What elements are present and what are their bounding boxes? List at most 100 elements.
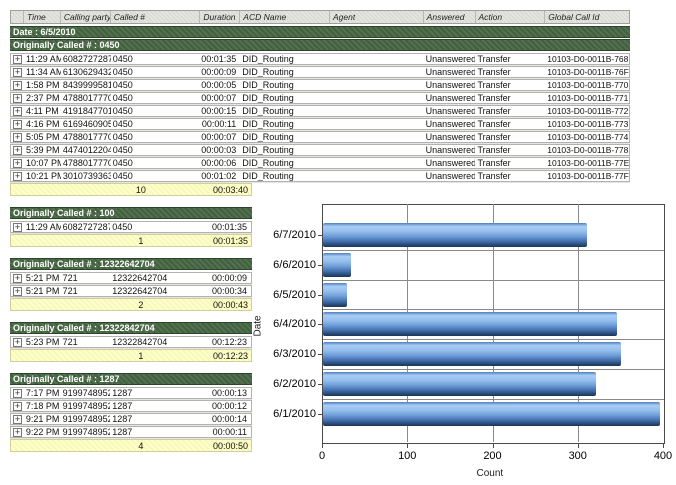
cell-calling-party: 3010739363 [62,171,111,181]
cell-called: 0450 [112,67,133,77]
cell-calling-party: 4474012204 [62,145,111,155]
cell-time: 11:29 AM [25,54,61,64]
cell-called: 12322642704 [112,273,168,283]
cell-global-call-id: 10103-D0-0011B-76F [547,67,629,77]
expand-icon[interactable]: + [13,273,22,283]
expand-icon[interactable]: + [13,145,22,155]
cell-calling-party: 9199748952 [62,414,111,424]
cell-time: 5:21 PM [25,286,60,296]
cell-duration: 00:00:12 [211,401,248,411]
cell-global-call-id: 10103-D0-0011B-773 [547,119,629,129]
cell-answered: Unanswered [425,132,476,142]
expand-cell: + [11,427,24,437]
cell-calling-party: 9199748952 [62,388,111,398]
group-summary-row: 1 00:01:35 [10,234,252,247]
cell-called: 1287 [112,414,133,424]
column-header-agent[interactable]: Agent [330,11,424,23]
group-header: Originally Called # : 1287 [10,373,252,385]
expand-cell: + [11,119,24,129]
expand-cell: + [11,401,24,411]
expand-cell: + [11,80,24,90]
cell-time: 7:18 PM [25,401,60,411]
cell-called: 0450 [112,132,133,142]
cell-called: 1287 [112,401,133,411]
cell-calling-party: 4788017770 [62,158,111,168]
expand-cell: + [11,158,24,168]
column-header-time[interactable]: Time [24,11,61,23]
table-row: +5:21 PM 721 12322642704 00:00:09 [10,272,252,284]
expand-cell: + [11,132,24,142]
table-row: +11:29 AM 6082727287 0450 00:01:35 [10,221,252,233]
cell-duration: 00:00:06 [201,158,237,168]
column-header-duration[interactable]: Duration [200,11,241,23]
table-row: +5:21 PM 721 12322642704 00:00:34 [10,285,252,297]
summary-count: 2 [138,300,144,310]
expand-icon[interactable]: + [13,158,22,168]
column-header-answered[interactable]: Answered [424,11,476,23]
expand-icon[interactable]: + [13,414,22,424]
column-header-global-call-id[interactable]: Global Call Id [548,12,600,22]
expand-icon[interactable]: + [13,54,22,64]
expand-icon[interactable]: + [13,80,22,90]
expand-icon[interactable]: + [13,171,22,181]
cell-acd-name: DID_Routing [242,67,294,77]
column-header-expand[interactable] [11,11,24,23]
cell-calling-party: 4788017770 [62,132,111,142]
column-header-calling-party[interactable]: Calling party # [61,11,111,23]
table-row: +2:37 PM 4788017770 0450 00:00:07 DID_Routin… [10,92,630,104]
expand-icon[interactable]: + [13,106,22,116]
summary-spacer [11,235,110,246]
cell-time: 1:58 PM [25,80,60,90]
cell-duration: 00:00:34 [211,286,248,296]
cell-duration: 00:01:35 [201,54,237,64]
summary-spacer [11,350,110,361]
expand-cell: + [11,286,24,296]
report-group: Originally Called # : 1287 +7:17 PM 919974… [10,373,630,452]
expand-icon[interactable]: + [13,337,22,347]
cell-duration: 00:00:15 [201,106,237,116]
expand-icon[interactable]: + [13,132,22,142]
x-tick-mark [663,444,664,448]
expand-icon[interactable]: + [13,222,22,232]
cell-acd-name: DID_Routing [242,158,294,168]
cell-acd-name: DID_Routing [242,106,294,116]
cell-called: 0450 [112,158,133,168]
cell-action: Transfer [477,106,511,116]
cell-duration: 00:00:14 [211,414,248,424]
cell-called: 0450 [112,106,133,116]
cell-called: 0450 [112,119,133,129]
expand-icon[interactable]: + [13,93,22,103]
cell-answered: Unanswered [425,119,476,129]
cell-acd-name: DID_Routing [242,171,294,181]
cell-acd-name: DID_Routing [242,54,294,64]
column-header-acd-name[interactable]: ACD Name [240,11,330,23]
cell-global-call-id: 10103-D0-0011B-778 [547,145,629,155]
expand-icon[interactable]: + [13,119,22,129]
date-group-header: Date : 6/5/2010 [10,26,630,38]
group-header: Originally Called # : 12322642704 [10,258,252,270]
column-header-action[interactable]: Action [476,11,546,23]
cell-duration: 00:00:11 [212,427,248,437]
cell-time: 5:21 PM [25,273,60,283]
cell-global-call-id: 10103-D0-0011B-774 [547,132,629,142]
expand-icon[interactable]: + [13,401,22,411]
cell-calling-party: 4788017770 [62,93,111,103]
expand-icon[interactable]: + [13,388,22,398]
cell-answered: Unanswered [425,93,476,103]
table-row: +7:18 PM 9199748952 1287 00:00:12 [10,400,252,412]
summary-spacer [11,184,110,195]
cell-called: 12322842704 [112,337,168,347]
group-header: Originally Called # : 12322842704 [10,322,252,334]
expand-cell: + [11,54,24,64]
cell-duration: 00:01:02 [201,171,237,181]
table-row: +11:34 AM 6130629432 0450 00:00:09 DID_Routi… [10,66,630,78]
expand-icon[interactable]: + [13,427,22,437]
expand-icon[interactable]: + [13,67,22,77]
cell-called: 0450 [112,171,133,181]
column-header-called[interactable]: Called # [111,11,201,23]
expand-icon[interactable]: + [13,286,22,296]
cell-called: 0450 [112,93,133,103]
table-row: +5:05 PM 4788017770 0450 00:00:07 DID_Routin… [10,131,630,143]
